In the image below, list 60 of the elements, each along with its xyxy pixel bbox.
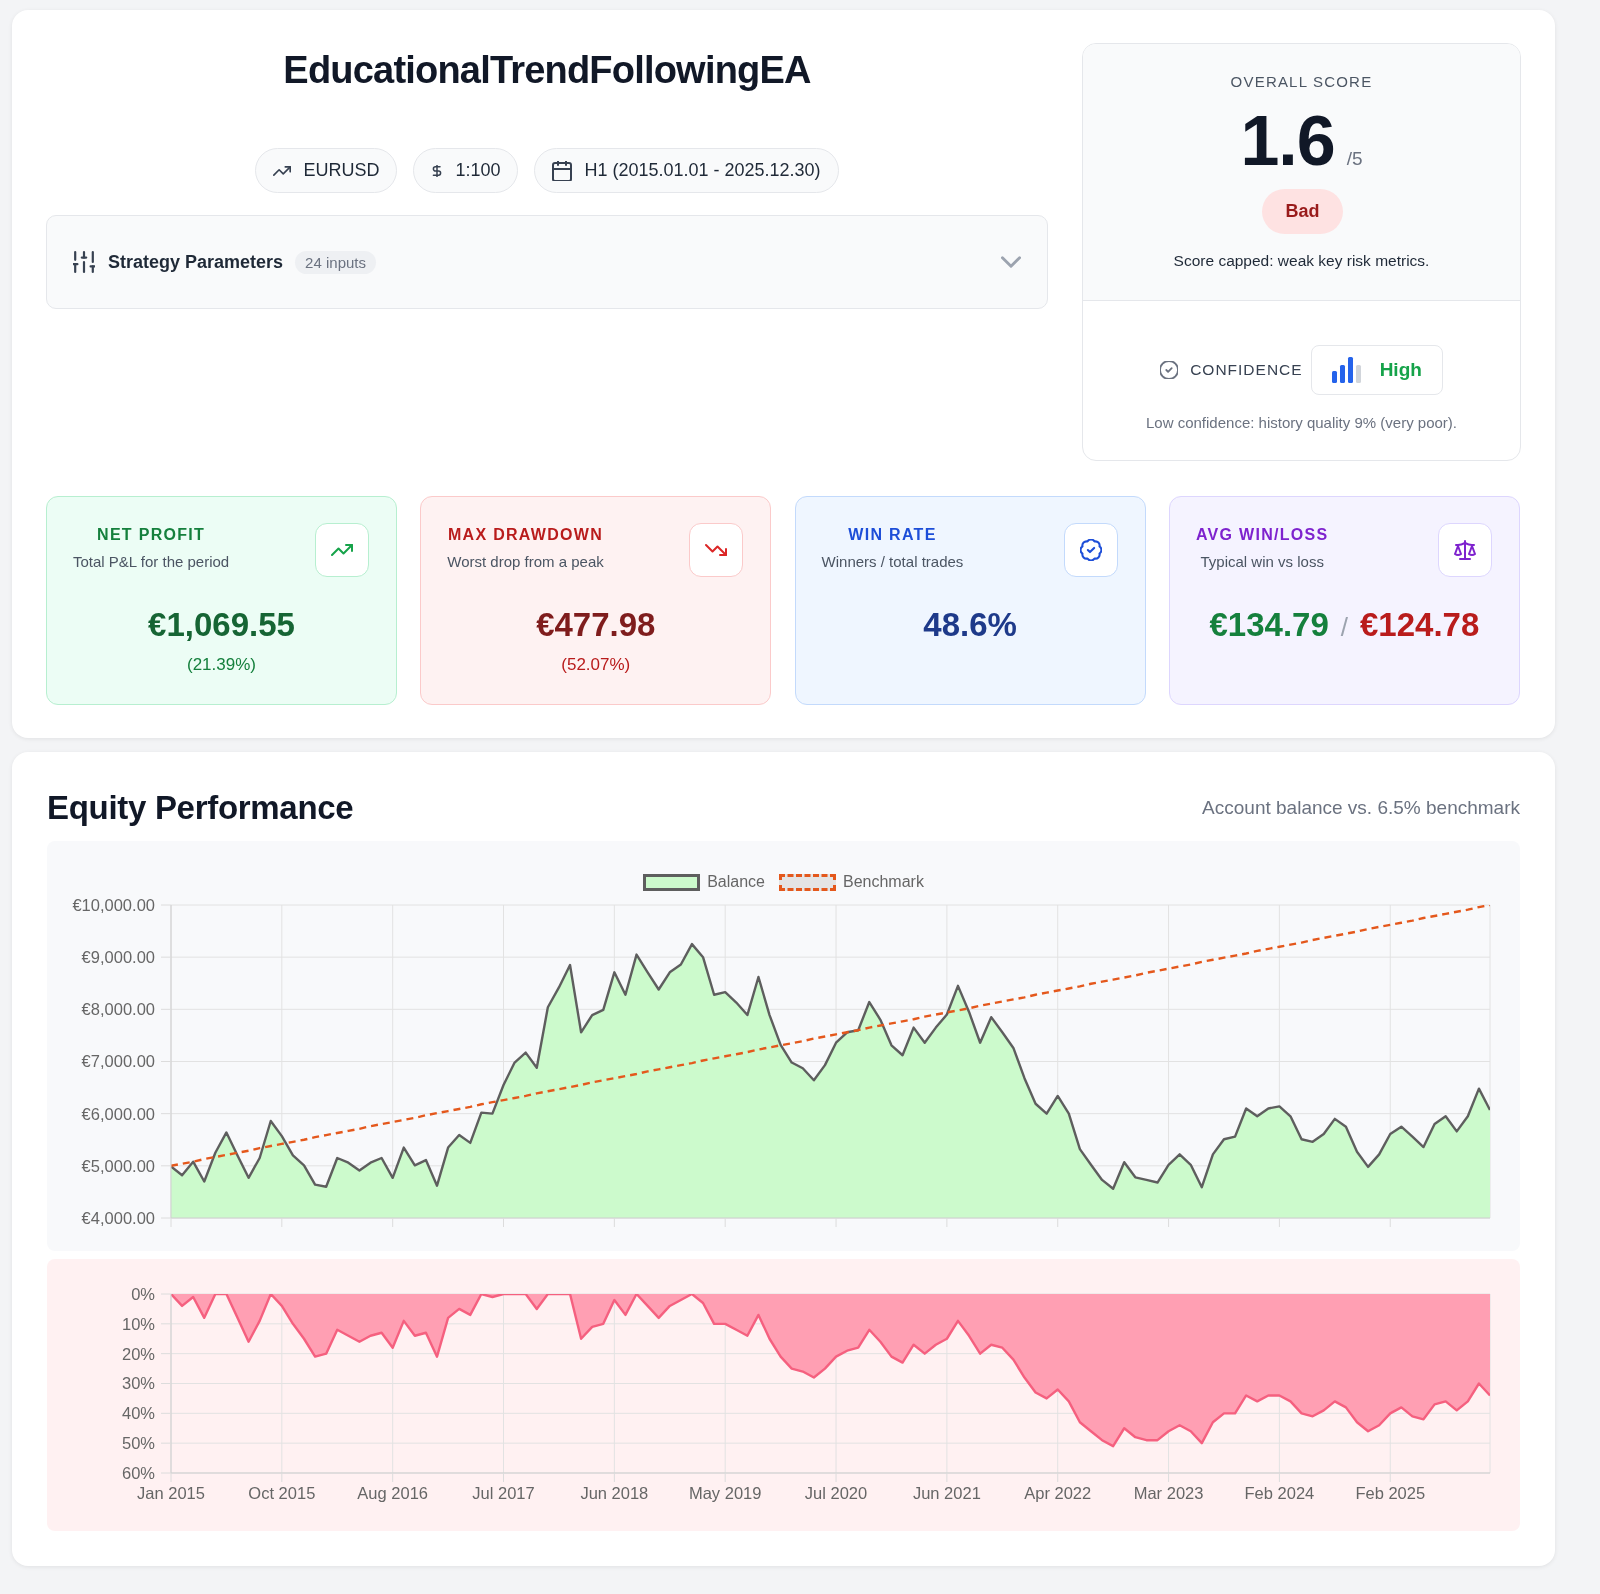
text: 48.6%	[923, 606, 1017, 643]
text: High	[1379, 359, 1422, 381]
x-tick-label: Jun 2018	[580, 1484, 649, 1502]
x-tick-label: Mar 2023	[1133, 1484, 1204, 1502]
text: Worst drop from a peak	[447, 552, 604, 572]
y-tick-label: 40%	[121, 1404, 156, 1423]
text: €124.78	[1360, 606, 1480, 643]
y-tick-label: 20%	[121, 1344, 156, 1363]
text: WIN RATE	[847, 525, 938, 545]
y-tick-label: €10,000.00	[72, 895, 155, 914]
y-tick-label: 30%	[121, 1374, 156, 1393]
x-tick-label: Aug 2016	[357, 1484, 429, 1502]
text: €1,069.55	[148, 606, 295, 643]
y-tick-label: 10%	[121, 1314, 156, 1333]
text: CONFIDENCE	[1190, 361, 1303, 379]
text: EURUSD	[303, 160, 380, 181]
x-tick-label: Feb 2024	[1244, 1484, 1315, 1502]
text: (52.07%)	[560, 654, 632, 676]
text: AVG WIN/LOSS	[1195, 525, 1329, 545]
text: NET PROFIT	[96, 525, 207, 545]
text: OVERALL SCORE	[1229, 72, 1374, 92]
chart-title: Equity Performance	[47, 788, 354, 828]
text: EducationalTrendFollowingEA	[282, 48, 812, 93]
text: MAX DRAWDOWN	[447, 525, 604, 545]
text: Low confidence: history quality 9% (very poor).	[1145, 413, 1458, 433]
text: €134.79	[1209, 606, 1329, 643]
x-tick-label: Apr 2022	[1024, 1484, 1092, 1502]
text: /	[1340, 612, 1348, 642]
text: Bad	[1262, 189, 1343, 234]
x-tick-label: Jan 2015	[137, 1484, 205, 1502]
chart-subtitle: Account balance vs. 6.5% benchmark	[1202, 796, 1520, 820]
text: Winners / total trades	[821, 552, 964, 572]
x-tick-label: Oct 2015	[248, 1484, 316, 1502]
text: Strategy Parameters	[108, 251, 284, 273]
legend-label: Benchmark	[842, 873, 924, 891]
text: 1.6	[1240, 102, 1335, 180]
y-tick-label: €6,000.00	[81, 1104, 155, 1123]
y-tick-label: €7,000.00	[81, 1052, 155, 1071]
x-tick-label: May 2019	[688, 1484, 762, 1502]
y-tick-label: €9,000.00	[81, 948, 155, 967]
y-tick-label: 50%	[121, 1434, 156, 1453]
y-tick-label: €8,000.00	[81, 1000, 155, 1019]
y-tick-label: 60%	[121, 1463, 156, 1482]
x-tick-label: Feb 2025	[1355, 1484, 1426, 1502]
text: (21.39%)	[186, 654, 257, 676]
text: /5	[1346, 148, 1363, 170]
text: Score capped: weak key risk metrics.	[1172, 251, 1431, 271]
x-tick-label: Jul 2017	[472, 1484, 535, 1502]
legend-label: Balance	[707, 873, 765, 891]
x-tick-label: Jul 2020	[804, 1484, 868, 1502]
y-tick-label: €4,000.00	[81, 1208, 155, 1227]
text: 24 inputs	[295, 250, 376, 274]
x-tick-label: Jun 2021	[912, 1484, 981, 1502]
text: Typical win vs loss	[1199, 552, 1325, 572]
text: 1:100	[455, 160, 501, 181]
y-tick-label: €5,000.00	[81, 1156, 155, 1175]
text: H1 (2015.01.01 - 2025.12.30)	[584, 160, 821, 181]
y-tick-label: 0%	[131, 1284, 156, 1303]
text: €477.98	[536, 606, 656, 643]
text: Total P&L for the period	[73, 552, 230, 572]
